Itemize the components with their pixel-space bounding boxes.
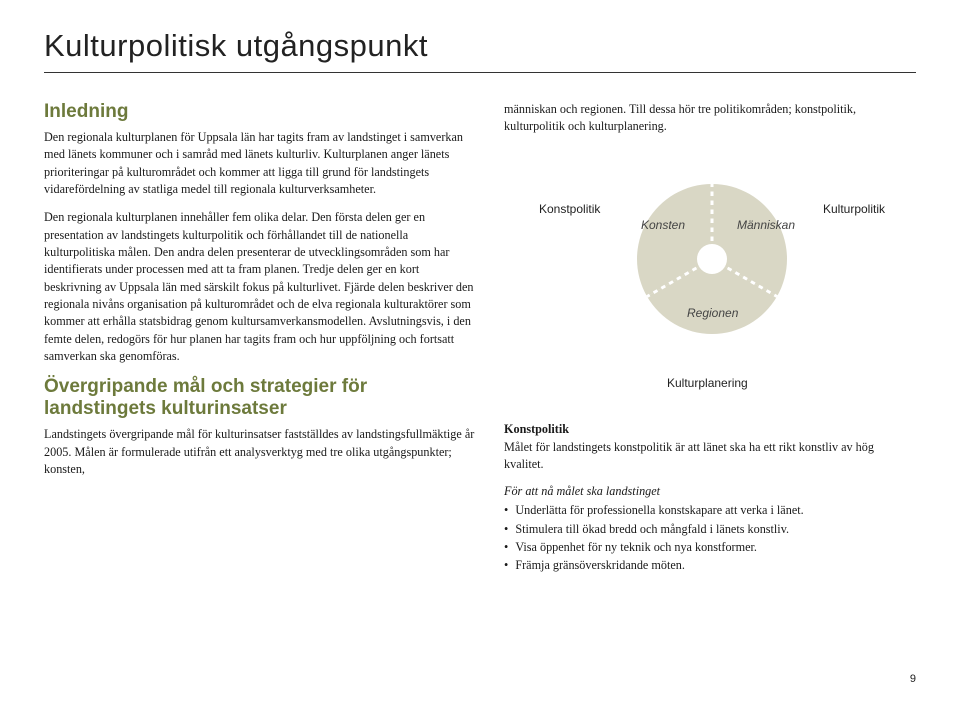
policy-diagram: Konstpolitik Kulturpolitik Kulturplaneri… xyxy=(545,148,875,408)
diagram-label-inner-left: Konsten xyxy=(641,218,685,232)
two-column-layout: Inledning Den regionala kulturplanen för… xyxy=(44,101,916,575)
heading-inledning: Inledning xyxy=(44,101,476,123)
list-item: Stimulera till ökad bredd och mångfald i… xyxy=(504,520,916,538)
para-intro-1: Den regionala kulturplanen för Uppsala l… xyxy=(44,129,476,198)
heading-overgripande: Övergripande mål och strategier för land… xyxy=(44,376,476,420)
page-title: Kulturpolitisk utgångspunkt xyxy=(44,28,916,64)
left-column: Inledning Den regionala kulturplanen för… xyxy=(44,101,476,575)
list-item: Visa öppenhet för ny teknik och nya kons… xyxy=(504,538,916,556)
heading-rule xyxy=(44,72,916,73)
diagram-label-inner-right: Människan xyxy=(737,218,795,232)
subheading-goals: För att nå målet ska landstinget xyxy=(504,484,916,499)
goals-list: Underlätta för professionella konstskapa… xyxy=(504,501,916,574)
diagram-label-outer-right: Kulturpolitik xyxy=(823,202,885,216)
page-number: 9 xyxy=(910,673,916,685)
subheading-konstpolitik: Konstpolitik xyxy=(504,422,916,437)
diagram-label-inner-bottom: Regionen xyxy=(687,306,738,320)
diagram-label-outer-bottom: Kulturplanering xyxy=(667,376,748,390)
para-konstpolitik: Målet för landstingets konstpolitik är a… xyxy=(504,439,916,474)
para-overgripande: Landstingets övergripande mål för kultur… xyxy=(44,426,476,478)
diagram-label-outer-left: Konstpolitik xyxy=(539,202,600,216)
list-item: Underlätta för professionella konstskapa… xyxy=(504,501,916,519)
pie-center xyxy=(697,244,727,274)
para-intro-2: Den regionala kulturplanen innehåller fe… xyxy=(44,209,476,365)
para-right-1: människan och regionen. Till dessa hör t… xyxy=(504,101,916,136)
right-column: människan och regionen. Till dessa hör t… xyxy=(504,101,916,575)
list-item: Främja gränsöverskridande möten. xyxy=(504,556,916,574)
